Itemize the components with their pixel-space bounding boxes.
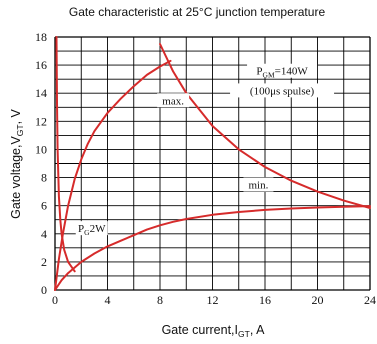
x-tick-label: 16 <box>259 293 271 307</box>
y-tick-label: 8 <box>41 171 47 185</box>
pulse-label: (100μs spulse) <box>250 85 315 97</box>
y-tick-label: 12 <box>35 114 47 128</box>
pg-label-bg <box>75 221 108 236</box>
series-line-2 <box>159 43 371 209</box>
max-label-bg <box>157 93 190 108</box>
y-tick-label: 2 <box>41 255 47 269</box>
pulse-label-bg <box>230 83 335 98</box>
x-tick-label: 8 <box>157 293 163 307</box>
y-tick-label: 0 <box>41 283 47 297</box>
max-label: max. <box>162 95 184 107</box>
x-tick-label: 4 <box>105 293 111 307</box>
x-tick-label: 12 <box>207 293 219 307</box>
min-label: min. <box>249 180 269 192</box>
chart-title: Gate characteristic at 25°C junction tem… <box>69 5 326 19</box>
y-tick-label: 14 <box>35 86 47 100</box>
grid <box>54 36 371 291</box>
series-line-0 <box>54 59 172 291</box>
min-label-bg <box>243 177 274 192</box>
x-tick-label: 20 <box>312 293 324 307</box>
y-tick-label: 18 <box>35 30 47 44</box>
y-tick-label: 4 <box>41 227 47 241</box>
x-tick-label: 0 <box>52 293 58 307</box>
series-line-3 <box>55 36 76 273</box>
pgm-label: PGM=140W <box>256 66 308 80</box>
pg-label: PG2W <box>78 223 106 237</box>
annotation-labels: PGM=140W (100μs spulse) max. min. PG2W <box>75 63 335 237</box>
x-tick-label: 24 <box>364 293 376 307</box>
y-tick-label: 10 <box>35 142 47 156</box>
curves <box>54 36 371 291</box>
pgm-label-bg <box>247 63 318 78</box>
series-line-1 <box>54 205 371 291</box>
x-axis-label: Gate current,IGT, A <box>162 323 266 339</box>
y-tick-label: 16 <box>35 58 47 72</box>
y-tick-label: 6 <box>41 199 47 213</box>
y-axis-label: Gate voltage,VGT, V <box>9 108 25 218</box>
